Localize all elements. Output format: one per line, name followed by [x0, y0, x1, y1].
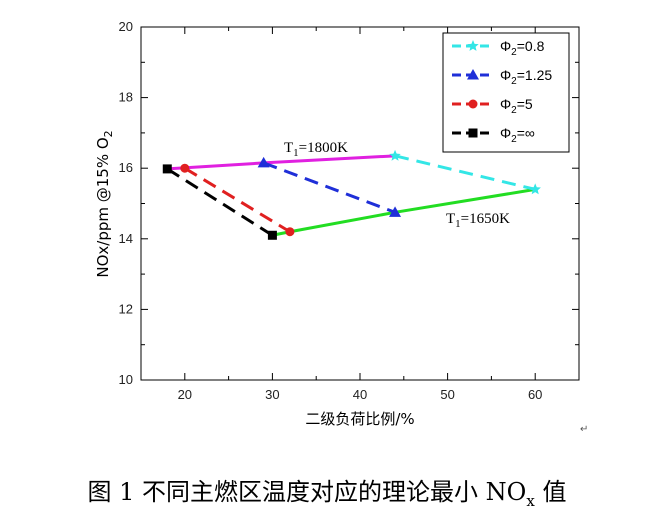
legend-box: [442, 32, 570, 153]
series-1-point: [389, 206, 402, 217]
series-line-3: [166, 167, 274, 237]
y-tick-label: 14: [119, 231, 133, 246]
y-tick-label: 10: [119, 372, 133, 387]
isotherm-label-1800: T1=1800K: [284, 140, 348, 159]
series-0-point: [389, 149, 401, 161]
y-tick-label: 16: [119, 160, 133, 175]
y-tick-label: 18: [119, 90, 133, 105]
series-2-point: [180, 163, 190, 173]
legend-label-0: Φ2=0.8: [500, 38, 545, 58]
legend-marker-1: [467, 69, 479, 80]
series-lines: [166, 154, 536, 237]
series-0-point: [529, 183, 541, 195]
isotherm-label-1650: T1=1650K: [446, 211, 510, 230]
axis-ticks: [140, 26, 580, 381]
caption-suffix: 值: [534, 478, 567, 506]
x-tick-label: 40: [353, 387, 367, 402]
series-line-2: [184, 166, 291, 234]
figure-caption: 图 1 不同主燃区温度对应的理论最小 NOx 值: [0, 478, 654, 515]
chart: 20 30 40 50 60 10 12 14 16 18 20 T1=1800K T1=1650K…: [94, 19, 580, 428]
x-tick-label: 50: [440, 387, 454, 402]
series-markers: [162, 149, 541, 240]
x-tick-label: 60: [528, 387, 542, 402]
legend-label-3: Φ2=∞: [500, 125, 535, 145]
series-3-point: [162, 164, 172, 174]
legend-marker-3: [468, 128, 478, 138]
series-line-1: [263, 161, 396, 214]
legend: Φ2=0.8 Φ2=1.25 Φ2=5 Φ2=∞: [442, 32, 570, 153]
series-2-point: [285, 227, 295, 237]
caption-sub: x: [526, 491, 535, 510]
caption-prefix: 图 1 不同主燃区温度对应的理论最小 NO: [87, 478, 527, 506]
y-axis-label: NOx/ppm @15% O2: [94, 130, 115, 277]
legend-label-2: Φ2=5: [500, 96, 533, 116]
x-tick-label: 30: [265, 387, 279, 402]
isotherm-line-0: [167, 154, 396, 171]
series-3-point: [267, 230, 277, 240]
isotherm-line-1: [272, 187, 536, 237]
series-1-point: [257, 156, 270, 168]
y-tick-label: 12: [119, 301, 133, 316]
paragraph-mark: ↵: [580, 424, 589, 435]
legend-marker-0: [467, 40, 479, 51]
x-tick-label: 20: [178, 387, 192, 402]
y-tick-label: 20: [119, 19, 133, 34]
tick-labels: 20 30 40 50 60 10 12 14 16 18 20: [119, 19, 543, 402]
legend-marker-2: [468, 99, 478, 109]
legend-label-1: Φ2=1.25: [500, 67, 552, 87]
x-axis-label: 二级负荷比例/%: [305, 410, 414, 428]
series-line-0: [394, 154, 536, 191]
